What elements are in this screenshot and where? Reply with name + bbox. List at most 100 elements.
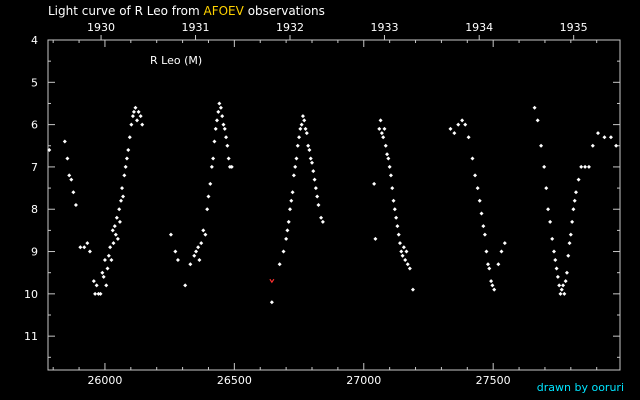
data-point [106,253,111,258]
data-point [284,236,289,241]
data-point [117,207,122,212]
data-point [269,300,274,305]
data-point [586,164,591,169]
data-point [201,228,206,233]
data-point [104,283,109,288]
data-point [87,249,92,254]
year-tick-label: 1932 [276,21,304,34]
data-point [306,143,311,148]
data-point [382,126,387,131]
data-point [308,156,313,161]
data-point [192,253,197,258]
data-point [378,118,383,123]
data-point [218,105,223,110]
data-point [91,279,96,284]
data-point [568,232,573,237]
data-point [400,253,405,258]
data-point [307,148,312,152]
data-point [579,164,584,169]
data-point [475,186,480,191]
data-point [496,262,501,267]
data-point [396,232,401,237]
x-tick-label: 27500 [476,374,511,387]
data-point [555,274,560,279]
y-tick-label: 5 [31,76,38,89]
data-point [410,287,415,292]
data-point [557,283,562,288]
data-point [121,194,126,199]
data-point [111,241,116,246]
data-point [126,148,131,152]
y-tick-label: 8 [31,203,38,216]
data-point [554,266,559,271]
data-point [391,198,396,203]
data-point [294,156,299,161]
data-point [304,131,309,136]
data-point [562,291,567,296]
data-point [295,143,300,148]
data-point [124,156,129,161]
chart-title: Light curve of R Leo from AFOEV observat… [48,4,325,18]
title-prefix: Light curve of R Leo from [48,4,200,18]
data-point [206,194,211,199]
data-point [226,156,231,161]
credit-text: drawn by ooruri [536,381,624,394]
data-point [115,236,120,241]
data-point [136,109,141,114]
data-point [570,219,575,224]
data-point [377,126,382,131]
data-point [477,198,482,203]
data-point [558,291,563,296]
data-point [293,164,298,169]
data-point [561,283,566,288]
data-point [460,118,465,123]
data-point [225,143,230,148]
data-point [550,236,555,241]
data-point [199,241,204,246]
data-point [546,207,551,212]
data-point [71,190,76,195]
y-tick-label: 6 [31,119,38,132]
data-point [388,173,393,178]
data-point [209,164,214,169]
data-point [313,186,318,191]
data-point [135,118,140,123]
data-point [208,181,213,186]
data-point [479,211,484,216]
data-point [566,253,571,258]
data-point [212,139,217,144]
data-point [489,279,494,284]
data-point [490,283,495,288]
data-point [73,203,78,207]
data-point [109,258,114,262]
axis-ticks: 26000 26500 27000 27500 1930 1931 1932 1933 1934… [24,21,620,387]
data-point [286,219,291,224]
data-point [405,262,410,267]
year-tick-label: 1930 [87,21,115,34]
data-point [183,283,188,288]
data-point [117,219,122,224]
data-point [291,173,296,178]
data-point [492,287,497,292]
data-point [392,207,397,212]
data-point [320,219,325,224]
data-point [130,114,135,119]
data-point [85,241,90,246]
data-point [487,266,492,271]
data-point [311,169,316,174]
data-point [118,198,123,203]
data-point [69,177,74,182]
data-point [82,245,87,250]
data-point [403,258,408,262]
data-point [105,266,110,271]
data-point [94,283,99,288]
data-point [188,262,193,267]
data-point [47,148,52,152]
data-point [298,126,303,131]
special-point [269,278,275,284]
data-point [316,203,321,207]
plot-frame [47,39,621,371]
data-point [564,270,569,275]
data-point [205,207,210,212]
